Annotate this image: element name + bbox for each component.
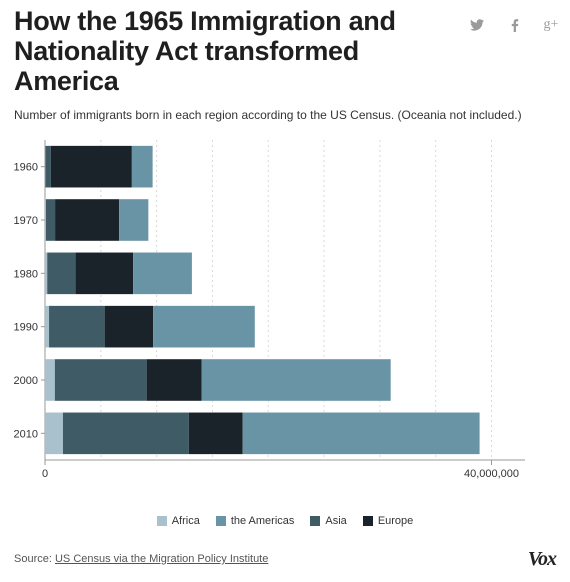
- bar-segment: [45, 359, 55, 401]
- google-plus-share-button[interactable]: g+: [540, 14, 562, 36]
- legend-label-europe: Europe: [377, 515, 414, 527]
- bar-segment: [153, 305, 255, 348]
- google-plus-icon: g+: [543, 17, 559, 32]
- bar-segment: [146, 359, 202, 401]
- bar-segment: [62, 412, 189, 455]
- bar-segment: [50, 145, 132, 188]
- legend-swatch-africa: [156, 516, 167, 526]
- source-line: Source: US Census via the Migration Poli…: [14, 553, 268, 565]
- legend-label-asia: Asia: [325, 515, 347, 527]
- legend-item-asia: Asia: [310, 515, 347, 527]
- legend-swatch-europe: [362, 516, 373, 526]
- y-tick-label: 1970: [14, 215, 38, 227]
- stacked-bar-chart: 1960 1970 1980 1990 2000 2010 0 40,000,000: [14, 140, 525, 480]
- legend-item-americas: the Americas: [215, 515, 295, 527]
- vox-logo: Vox: [527, 548, 557, 570]
- legend: Africa the Americas Asia Europe: [0, 515, 570, 527]
- bar-segment: [47, 252, 76, 295]
- chart-title: How the 1965 Immigration and Nationality…: [14, 6, 396, 96]
- bar-segment: [55, 199, 120, 241]
- source-link[interactable]: US Census via the Migration Policy Insti…: [54, 553, 269, 565]
- bar-segment: [45, 199, 56, 241]
- legend-item-europe: Europe: [362, 515, 414, 527]
- bar-segment: [242, 412, 480, 455]
- bar-segment: [201, 359, 391, 401]
- legend-label-americas: the Americas: [230, 515, 295, 527]
- legend-label-africa: Africa: [171, 515, 200, 527]
- x-tick-label: 40,000,000: [464, 468, 519, 480]
- legend-item-africa: Africa: [156, 515, 200, 527]
- facebook-share-button[interactable]: [504, 14, 526, 36]
- bar-segment: [54, 359, 147, 401]
- bar-segment: [131, 145, 153, 188]
- y-tick-label: 2010: [14, 428, 38, 440]
- twitter-share-button[interactable]: [466, 14, 488, 36]
- bar-segment: [45, 252, 48, 295]
- bar-segment: [45, 145, 51, 188]
- source-prefix: Source:: [14, 553, 52, 565]
- chart-subtitle: Number of immigrants born in each region…: [14, 108, 522, 122]
- legend-swatch-asia: [310, 516, 321, 526]
- bar-segment: [49, 305, 105, 348]
- bar-segment: [75, 252, 134, 295]
- y-tick-label: 1980: [14, 268, 38, 280]
- bar-segment: [45, 305, 50, 348]
- twitter-icon: [470, 19, 484, 31]
- x-tick-label: 0: [42, 468, 48, 480]
- y-tick-label: 1990: [14, 322, 38, 334]
- bar-segment: [119, 199, 149, 241]
- facebook-icon: [511, 18, 519, 32]
- bar-segment: [104, 305, 154, 348]
- y-tick-label: 2000: [14, 375, 38, 387]
- bar-segment: [45, 412, 63, 455]
- y-tick-label: 1960: [14, 162, 38, 174]
- bar-segment: [45, 199, 46, 241]
- bar-segment: [188, 412, 243, 455]
- bar-segment: [133, 252, 192, 295]
- legend-swatch-americas: [215, 516, 226, 526]
